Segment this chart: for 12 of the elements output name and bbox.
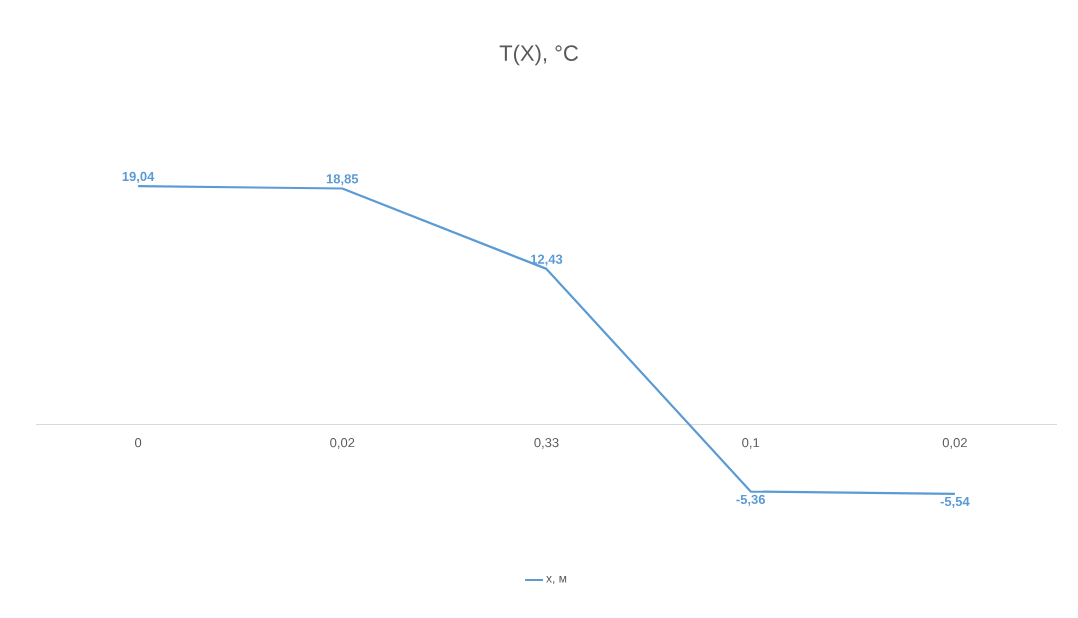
x-tick-label: 0,02	[942, 438, 967, 449]
data-label: 19,04	[122, 171, 155, 183]
x-tick-label: 0	[134, 438, 142, 448]
data-label: 18,85	[326, 174, 359, 186]
chart-title: T(X), °C	[499, 44, 578, 66]
x-tick-label: 0,02	[330, 438, 355, 449]
data-label: 12,43	[531, 254, 563, 266]
x-tick-label: 0,1	[742, 438, 760, 449]
x-tick-label: 0,33	[534, 438, 559, 449]
legend-label: x, м	[546, 576, 567, 584]
data-label: -5,54	[940, 497, 970, 508]
data-label: -5,36	[736, 494, 766, 506]
